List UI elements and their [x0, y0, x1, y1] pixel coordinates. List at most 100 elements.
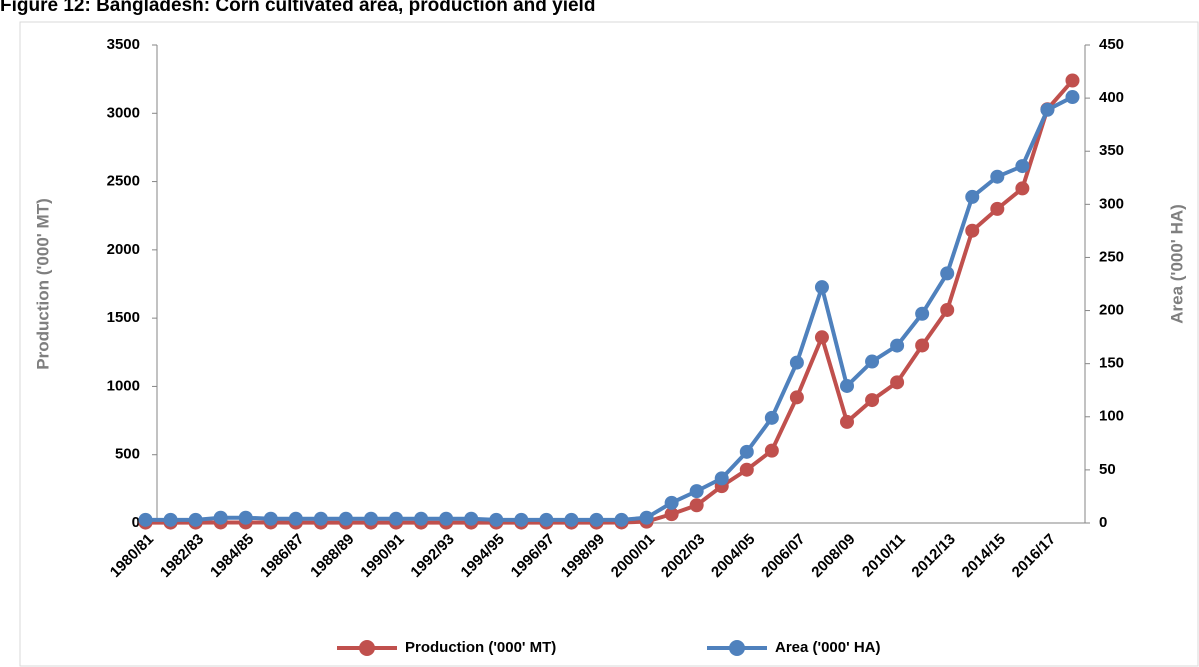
marker: [689, 498, 704, 513]
marker: [714, 471, 729, 486]
x-tick-label: 1988/89: [307, 531, 357, 581]
marker: [965, 223, 980, 238]
marker: [163, 512, 178, 527]
x-tick-label: 2010/11: [859, 531, 909, 581]
marker: [1015, 159, 1030, 174]
y2-tick-label: 250: [1099, 248, 1124, 265]
chart-title: Figure 12: Bangladesh: Corn cultivated a…: [0, 0, 595, 16]
x-tick-label: 1996/97: [508, 531, 558, 581]
marker: [814, 330, 829, 345]
chart-border: [19, 21, 1199, 667]
marker: [1015, 181, 1030, 196]
marker: [464, 511, 479, 526]
marker: [1065, 90, 1080, 105]
marker: [364, 511, 378, 526]
marker: [664, 507, 679, 522]
marker: [238, 510, 253, 525]
x-tick-label: 1980/81: [107, 531, 157, 581]
marker: [1040, 102, 1055, 117]
y2-tick-label: 100: [1099, 408, 1124, 425]
y-tick-label: 1000: [107, 377, 140, 394]
marker: [614, 512, 629, 527]
x-tick-label: 1984/85: [207, 531, 257, 581]
y2-tick-label: 450: [1099, 36, 1124, 53]
y-tick-label: 500: [115, 446, 140, 463]
x-tick-label: 2012/13: [908, 531, 958, 581]
y2-tick-label: 0: [1099, 514, 1107, 531]
y-tick-label: 2000: [107, 241, 140, 258]
x-tick-label: 1986/87: [257, 531, 307, 581]
legend-label: Area ('000' HA): [775, 639, 881, 656]
marker: [940, 266, 955, 281]
x-tick-label: 1982/83: [157, 531, 207, 581]
marker: [739, 462, 754, 477]
y2-tick-label: 50: [1099, 461, 1116, 478]
x-tick-label: 2000/01: [608, 531, 658, 581]
series-line: [145, 95, 1074, 522]
marker: [389, 511, 404, 526]
x-tick-label: 2008/09: [808, 531, 858, 581]
marker: [915, 338, 930, 353]
marker: [288, 511, 303, 526]
x-tick-label: 1994/95: [458, 531, 508, 581]
y2-tick-label: 400: [1099, 89, 1124, 106]
y2-axis-label: Area ('000' HA): [1167, 204, 1186, 324]
x-tick-label: 2006/07: [758, 531, 808, 581]
marker: [664, 495, 679, 510]
x-tick-label: 2016/17: [1009, 531, 1059, 581]
y2-tick-label: 150: [1099, 355, 1124, 372]
marker: [263, 511, 278, 526]
marker: [990, 169, 1005, 184]
marker: [564, 512, 579, 527]
y-tick-label: 0: [132, 514, 140, 531]
y2-tick-label: 200: [1099, 302, 1124, 319]
legend-marker: [729, 640, 745, 656]
marker: [840, 414, 854, 429]
marker: [1065, 73, 1080, 88]
marker: [188, 512, 203, 527]
marker: [814, 280, 829, 295]
x-tick-label: 2014/15: [959, 531, 1009, 581]
x-tick-label: 1998/99: [558, 531, 608, 581]
marker: [789, 355, 804, 370]
marker: [865, 393, 880, 408]
y2-tick-label: 300: [1099, 195, 1124, 212]
marker: [689, 484, 704, 499]
marker: [739, 444, 754, 459]
marker: [915, 306, 930, 321]
x-tick-label: 1992/93: [407, 531, 457, 581]
y-tick-label: 1500: [107, 309, 140, 326]
marker: [589, 512, 604, 527]
x-tick-label: 1990/91: [357, 531, 407, 581]
series-line: [145, 79, 1074, 525]
marker: [965, 189, 980, 204]
marker: [789, 390, 804, 405]
marker: [890, 338, 905, 353]
y-axis-label: Production ('000' MT): [33, 198, 52, 369]
marker: [639, 510, 654, 525]
marker: [213, 510, 228, 525]
marker: [338, 511, 353, 526]
marker: [489, 512, 504, 527]
legend-marker: [359, 640, 375, 656]
marker: [514, 512, 529, 527]
x-tick-label: 2002/03: [658, 531, 708, 581]
marker: [138, 512, 153, 527]
y-tick-label: 3000: [107, 104, 140, 121]
marker: [439, 511, 454, 526]
marker: [840, 378, 854, 393]
marker: [414, 511, 429, 526]
marker: [940, 302, 955, 317]
x-tick-label: 2004/05: [708, 531, 758, 581]
marker: [890, 375, 905, 390]
marker: [764, 443, 779, 458]
marker: [990, 201, 1005, 216]
y-tick-label: 2500: [107, 173, 140, 190]
marker: [539, 512, 554, 527]
marker: [865, 354, 880, 369]
y2-tick-label: 350: [1099, 142, 1124, 159]
marker: [764, 410, 779, 425]
y-tick-label: 3500: [107, 36, 140, 53]
marker: [313, 511, 328, 526]
